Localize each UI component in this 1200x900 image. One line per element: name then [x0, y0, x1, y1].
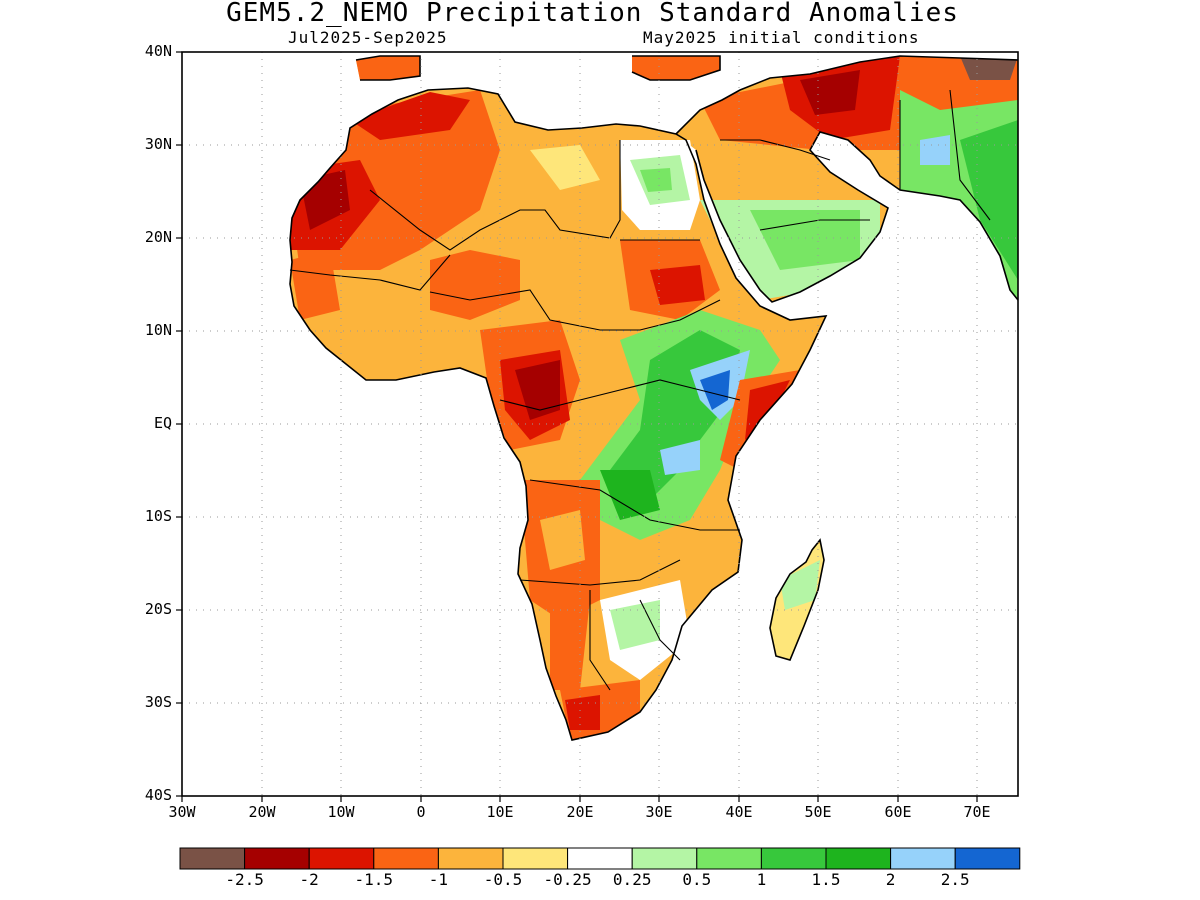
lat-tick-label: 30N: [144, 135, 172, 153]
colorbar-label: 2: [885, 870, 896, 889]
initial-conditions: May2025 initial conditions: [643, 28, 920, 47]
colorbar-swatch: [631, 847, 698, 870]
colorbar-swatch: [437, 847, 504, 870]
colorbar-swatch: [825, 847, 892, 870]
forecast-period: Jul2025-Sep2025: [288, 28, 448, 47]
colorbar-label: 1.5: [811, 870, 841, 889]
colorbar-swatch: [308, 847, 375, 870]
lat-tick-label: 40S: [144, 786, 172, 804]
colorbar-swatch: [373, 847, 439, 870]
lat-tick-label: 10S: [144, 507, 172, 525]
lon-tick-label: 40E: [725, 803, 753, 821]
lon-tick-label: 30E: [645, 803, 673, 821]
colorbar-swatch: [696, 847, 762, 870]
colorbar-label: -0.5: [483, 870, 523, 889]
colorbar-label: -1.5: [354, 870, 394, 889]
lon-tick-label: 50E: [804, 803, 832, 821]
colorbar-swatch: [244, 847, 310, 870]
colorbar-label: -0.25: [543, 870, 592, 889]
lon-tick-label: 10E: [486, 803, 514, 821]
lon-tick-label: 30W: [168, 803, 196, 821]
lon-tick-label: 70E: [963, 803, 991, 821]
colorbar-label: 0.5: [682, 870, 712, 889]
colorbar-label: 2.5: [940, 870, 970, 889]
colorbar-label: -2: [299, 870, 319, 889]
colorbar-label: 1: [756, 870, 767, 889]
colorbar-label: 0.25: [612, 870, 652, 889]
colorbar-swatch: [890, 847, 956, 870]
lat-tick-label: 30S: [144, 693, 172, 711]
colorbar-swatch: [760, 847, 827, 870]
colorbar-label: -2.5: [225, 870, 264, 889]
lon-tick-label: 20W: [248, 803, 276, 821]
colorbar-label: -1: [428, 870, 449, 889]
colorbar-swatch: [179, 847, 246, 870]
lat-tick-label: 20N: [144, 228, 172, 246]
lat-tick-label: 40N: [144, 42, 172, 60]
colorbar-swatch: [502, 847, 569, 870]
lon-tick-label: 20E: [566, 803, 594, 821]
lon-tick-label: 60E: [884, 803, 912, 821]
lat-tick-label: 10N: [144, 321, 172, 339]
lon-tick-label: 10W: [327, 803, 355, 821]
lat-tick-label: EQ: [153, 414, 172, 432]
chart-title: GEM5.2_NEMO Precipitation Standard Anoma…: [226, 0, 959, 28]
colorbar-swatch: [567, 847, 633, 870]
lon-tick-label: 0: [416, 803, 426, 821]
lat-tick-label: 20S: [144, 600, 172, 618]
colorbar-swatch: [954, 847, 1021, 870]
